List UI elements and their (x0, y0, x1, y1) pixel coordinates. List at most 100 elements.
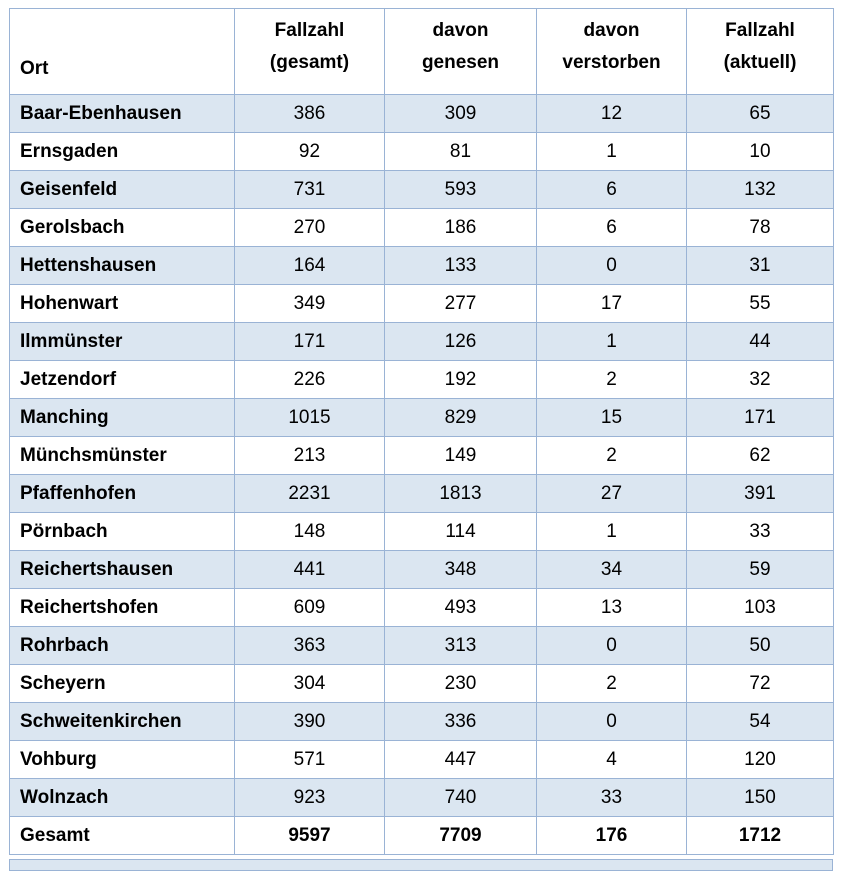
header-fallzahl-gesamt: Fallzahl (gesamt) (234, 8, 385, 95)
table-row: Manching 1015 829 15 171 (9, 398, 834, 437)
ort-cell: Geisenfeld (9, 170, 235, 209)
header-ort: Ort (9, 8, 235, 95)
genesen-cell: 593 (384, 170, 537, 209)
table-row: Reichertshausen 441 348 34 59 (9, 550, 834, 589)
aktuell-cell: 171 (686, 398, 834, 437)
covid-cases-table: Ort Fallzahl (gesamt) davon genesen davo… (9, 8, 834, 855)
genesen-cell: 348 (384, 550, 537, 589)
genesen-cell: 126 (384, 322, 537, 361)
ort-cell: Baar-Ebenhausen (9, 94, 235, 133)
ort-cell: Ernsgaden (9, 132, 235, 171)
gesamt-cell: 270 (234, 208, 385, 247)
aktuell-cell: 31 (686, 246, 834, 285)
verstorben-cell: 27 (536, 474, 687, 513)
ort-cell: Rohrbach (9, 626, 235, 665)
ort-cell: Vohburg (9, 740, 235, 779)
ort-cell: Reichertshofen (9, 588, 235, 627)
aktuell-cell: 120 (686, 740, 834, 779)
genesen-cell: 1813 (384, 474, 537, 513)
total-row: Gesamt 9597 7709 176 1712 (9, 816, 834, 855)
gesamt-cell: 923 (234, 778, 385, 817)
ort-cell: Pörnbach (9, 512, 235, 551)
aktuell-cell: 50 (686, 626, 834, 665)
verstorben-cell: 1 (536, 512, 687, 551)
gesamt-cell: 363 (234, 626, 385, 665)
header-fallzahl-gesamt-line2: (gesamt) (269, 52, 350, 73)
table-row: Vohburg 571 447 4 120 (9, 740, 834, 779)
ort-cell: Manching (9, 398, 235, 437)
genesen-cell: 230 (384, 664, 537, 703)
aktuell-cell: 10 (686, 132, 834, 171)
partial-row-strip (9, 859, 833, 871)
ort-cell: Hettenshausen (9, 246, 235, 285)
verstorben-cell: 15 (536, 398, 687, 437)
header-davon-genesen-line1: davon (432, 20, 489, 41)
header-fallzahl-aktuell-line1: Fallzahl (725, 20, 795, 41)
gesamt-cell: 386 (234, 94, 385, 133)
aktuell-cell: 33 (686, 512, 834, 551)
aktuell-cell: 78 (686, 208, 834, 247)
verstorben-cell: 0 (536, 626, 687, 665)
gesamt-cell: 148 (234, 512, 385, 551)
verstorben-cell: 1 (536, 132, 687, 171)
table-row: Geisenfeld 731 593 6 132 (9, 170, 834, 209)
table-row: Reichertshofen 609 493 13 103 (9, 588, 834, 627)
gesamt-cell: 1015 (234, 398, 385, 437)
verstorben-cell: 33 (536, 778, 687, 817)
ort-cell: Gesamt (9, 816, 235, 855)
genesen-cell: 740 (384, 778, 537, 817)
gesamt-cell: 226 (234, 360, 385, 399)
aktuell-cell: 65 (686, 94, 834, 133)
gesamt-cell: 9597 (234, 816, 385, 855)
genesen-cell: 149 (384, 436, 537, 475)
table-body: Baar-Ebenhausen 386 309 12 65 Ernsgaden 92 81 1 1… (9, 94, 834, 855)
table-row: Pörnbach 148 114 1 33 (9, 512, 834, 551)
ort-cell: Hohenwart (9, 284, 235, 323)
verstorben-cell: 6 (536, 208, 687, 247)
header-row: Ort Fallzahl (gesamt) davon genesen davo… (9, 8, 834, 95)
table-row: Baar-Ebenhausen 386 309 12 65 (9, 94, 834, 133)
gesamt-cell: 571 (234, 740, 385, 779)
table-row: Schweitenkirchen 390 336 0 54 (9, 702, 834, 741)
gesamt-cell: 213 (234, 436, 385, 475)
ort-cell: Pfaffenhofen (9, 474, 235, 513)
genesen-cell: 493 (384, 588, 537, 627)
table-row: Jetzendorf 226 192 2 32 (9, 360, 834, 399)
header-davon-verstorben: davon verstorben (536, 8, 687, 95)
aktuell-cell: 32 (686, 360, 834, 399)
verstorben-cell: 1 (536, 322, 687, 361)
table-row: Hohenwart 349 277 17 55 (9, 284, 834, 323)
aktuell-cell: 132 (686, 170, 834, 209)
aktuell-cell: 54 (686, 702, 834, 741)
header-davon-verstorben-line1: davon (583, 20, 640, 41)
aktuell-cell: 72 (686, 664, 834, 703)
ort-cell: Ilmmünster (9, 322, 235, 361)
table-row: Wolnzach 923 740 33 150 (9, 778, 834, 817)
table-row: Pfaffenhofen 2231 1813 27 391 (9, 474, 834, 513)
genesen-cell: 277 (384, 284, 537, 323)
header-ort-label: Ort (20, 58, 49, 79)
ort-cell: Jetzendorf (9, 360, 235, 399)
genesen-cell: 336 (384, 702, 537, 741)
verstorben-cell: 6 (536, 170, 687, 209)
genesen-cell: 447 (384, 740, 537, 779)
table-row: Scheyern 304 230 2 72 (9, 664, 834, 703)
verstorben-cell: 2 (536, 436, 687, 475)
table-row: Ilmmünster 171 126 1 44 (9, 322, 834, 361)
ort-cell: Scheyern (9, 664, 235, 703)
header-davon-genesen-line2: genesen (421, 52, 500, 73)
aktuell-cell: 150 (686, 778, 834, 817)
ort-cell: Münchsmünster (9, 436, 235, 475)
genesen-cell: 186 (384, 208, 537, 247)
ort-cell: Wolnzach (9, 778, 235, 817)
header-fallzahl-aktuell: Fallzahl (aktuell) (686, 8, 834, 95)
verstorben-cell: 0 (536, 702, 687, 741)
aktuell-cell: 55 (686, 284, 834, 323)
verstorben-cell: 13 (536, 588, 687, 627)
ort-cell: Gerolsbach (9, 208, 235, 247)
genesen-cell: 309 (384, 94, 537, 133)
verstorben-cell: 34 (536, 550, 687, 589)
verstorben-cell: 2 (536, 360, 687, 399)
table-row: Rohrbach 363 313 0 50 (9, 626, 834, 665)
